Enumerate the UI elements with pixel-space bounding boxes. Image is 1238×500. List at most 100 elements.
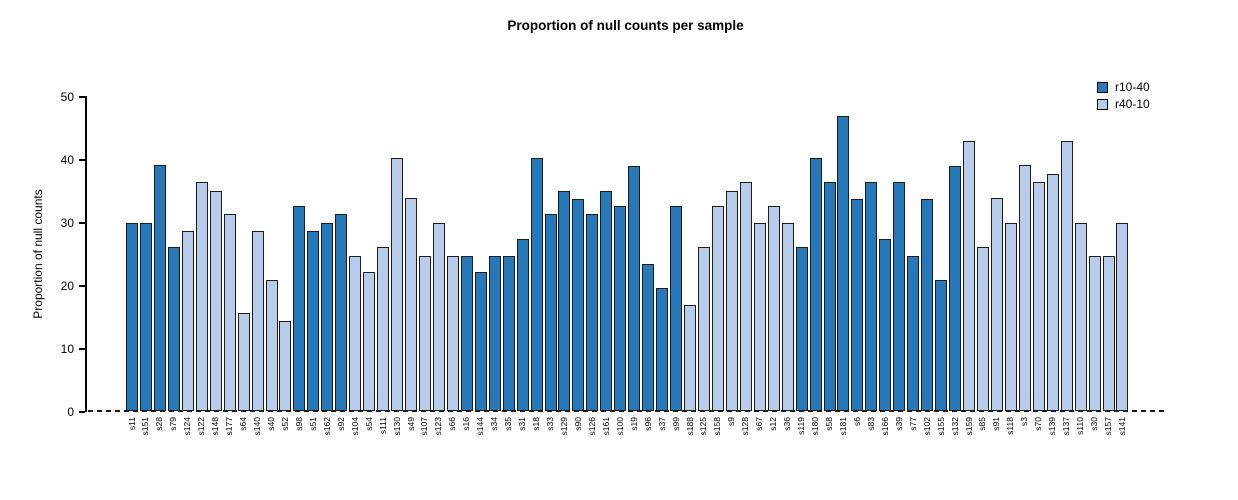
bar-s151 (139, 223, 152, 411)
x-label-s66: s66 (447, 417, 458, 431)
x-label-s166: s166 (879, 417, 890, 436)
x-label-s67: s67 (754, 417, 765, 431)
x-label-s144: s144 (475, 417, 486, 436)
x-label-s118: s118 (1005, 417, 1016, 435)
bar-s148 (209, 190, 222, 411)
x-label-s51: s51 (307, 417, 318, 431)
x-label-s181: s181 (837, 417, 848, 436)
x-label-s158: s158 (712, 417, 723, 436)
bar-s31 (516, 239, 529, 411)
x-label-s85: s85 (977, 417, 988, 431)
x-label-s99: s99 (670, 417, 681, 431)
bar-s123 (432, 223, 445, 411)
bar-s125 (697, 247, 710, 411)
x-label-s3: s3 (1019, 417, 1030, 426)
x-label-s102: s102 (921, 417, 932, 436)
x-label-s37: s37 (656, 417, 667, 431)
x-label-s28: s28 (154, 417, 165, 431)
x-label-s6: s6 (851, 417, 862, 426)
legend-label: r40-10 (1115, 97, 1150, 111)
x-label-s137: s137 (1061, 417, 1072, 436)
legend-label: r10-40 (1115, 80, 1150, 94)
y-tick-label: 50 (60, 90, 74, 104)
x-label-s129: s129 (558, 417, 569, 436)
bar-s96 (642, 264, 655, 411)
x-label-s100: s100 (614, 417, 625, 436)
bar-s36 (781, 223, 794, 411)
x-label-s119: s119 (796, 417, 807, 435)
x-label-s40: s40 (266, 417, 276, 431)
x-label-s90: s90 (572, 417, 583, 431)
x-label-s122: s122 (196, 417, 207, 436)
y-tick-label: 40 (60, 153, 74, 167)
bar-s141 (1116, 223, 1129, 411)
x-label-s141: s141 (1116, 417, 1127, 436)
bar-s64 (237, 312, 250, 411)
bar-s67 (753, 222, 766, 411)
x-label-s9: s9 (726, 417, 737, 426)
x-label-s151: s151 (140, 417, 151, 436)
x-label-s123: s123 (433, 417, 444, 436)
bar-s188 (684, 304, 696, 411)
x-label-s128: s128 (740, 417, 751, 436)
x-label-s33: s33 (545, 417, 555, 431)
bar-s39 (893, 181, 906, 411)
bar-s144 (474, 271, 487, 411)
y-tick-mark (79, 411, 85, 413)
x-label-s34: s34 (489, 417, 500, 431)
bar-s18 (530, 157, 543, 411)
bar-s16 (460, 256, 473, 411)
x-label-s139: s139 (1047, 417, 1058, 436)
bar-s30 (1088, 256, 1101, 411)
x-label-s49: s49 (405, 417, 416, 431)
x-label-s132: s132 (949, 417, 960, 436)
bar-s137 (1060, 141, 1073, 411)
x-label-s180: s180 (810, 417, 821, 436)
bar-s155 (935, 279, 948, 411)
bar-s130 (391, 157, 404, 411)
bar-s129 (558, 190, 571, 411)
bar-s58 (823, 181, 836, 411)
bar-s181 (837, 116, 850, 411)
bar-s157 (1102, 256, 1115, 411)
bar-s126 (586, 214, 599, 411)
bar-s158 (711, 206, 724, 411)
x-label-s39: s39 (893, 417, 904, 431)
bar-s52 (279, 320, 292, 411)
x-label-s36: s36 (782, 417, 793, 431)
x-label-s18: s18 (531, 417, 542, 431)
x-label-s52: s52 (279, 417, 290, 431)
bar-s54 (363, 271, 376, 411)
bar-s177 (223, 214, 236, 411)
bar-s111 (377, 247, 390, 411)
x-label-s155: s155 (935, 417, 946, 436)
x-label-s91: s91 (991, 417, 1002, 431)
bar-s99 (670, 206, 683, 411)
bar-s118 (1004, 222, 1017, 411)
bar-s107 (418, 256, 431, 411)
x-label-s140: s140 (252, 417, 263, 436)
bar-s77 (907, 256, 920, 411)
y-tick-label: 0 (67, 405, 74, 419)
legend-swatch-icon (1097, 98, 1108, 110)
x-label-s79: s79 (168, 417, 179, 431)
x-label-s161: s161 (600, 417, 611, 436)
bar-s34 (488, 256, 501, 411)
chart-title: Proportion of null counts per sample (507, 18, 744, 33)
y-tick-mark (79, 96, 85, 98)
x-label-s124: s124 (182, 417, 193, 436)
x-label-s162: s162 (321, 417, 332, 436)
x-label-s19: s19 (628, 417, 639, 431)
bar-s40 (265, 279, 278, 411)
bar-s79 (167, 247, 180, 411)
bar-s19 (628, 165, 641, 411)
bars-area (126, 97, 1136, 411)
y-tick-mark (79, 159, 85, 161)
bar-s90 (572, 198, 585, 411)
x-label-s96: s96 (642, 417, 653, 431)
bar-s12 (767, 206, 780, 411)
zero-dashed-line (88, 410, 1165, 412)
legend: r10-40 r40-10 (1097, 80, 1150, 114)
bar-s11 (126, 223, 138, 411)
